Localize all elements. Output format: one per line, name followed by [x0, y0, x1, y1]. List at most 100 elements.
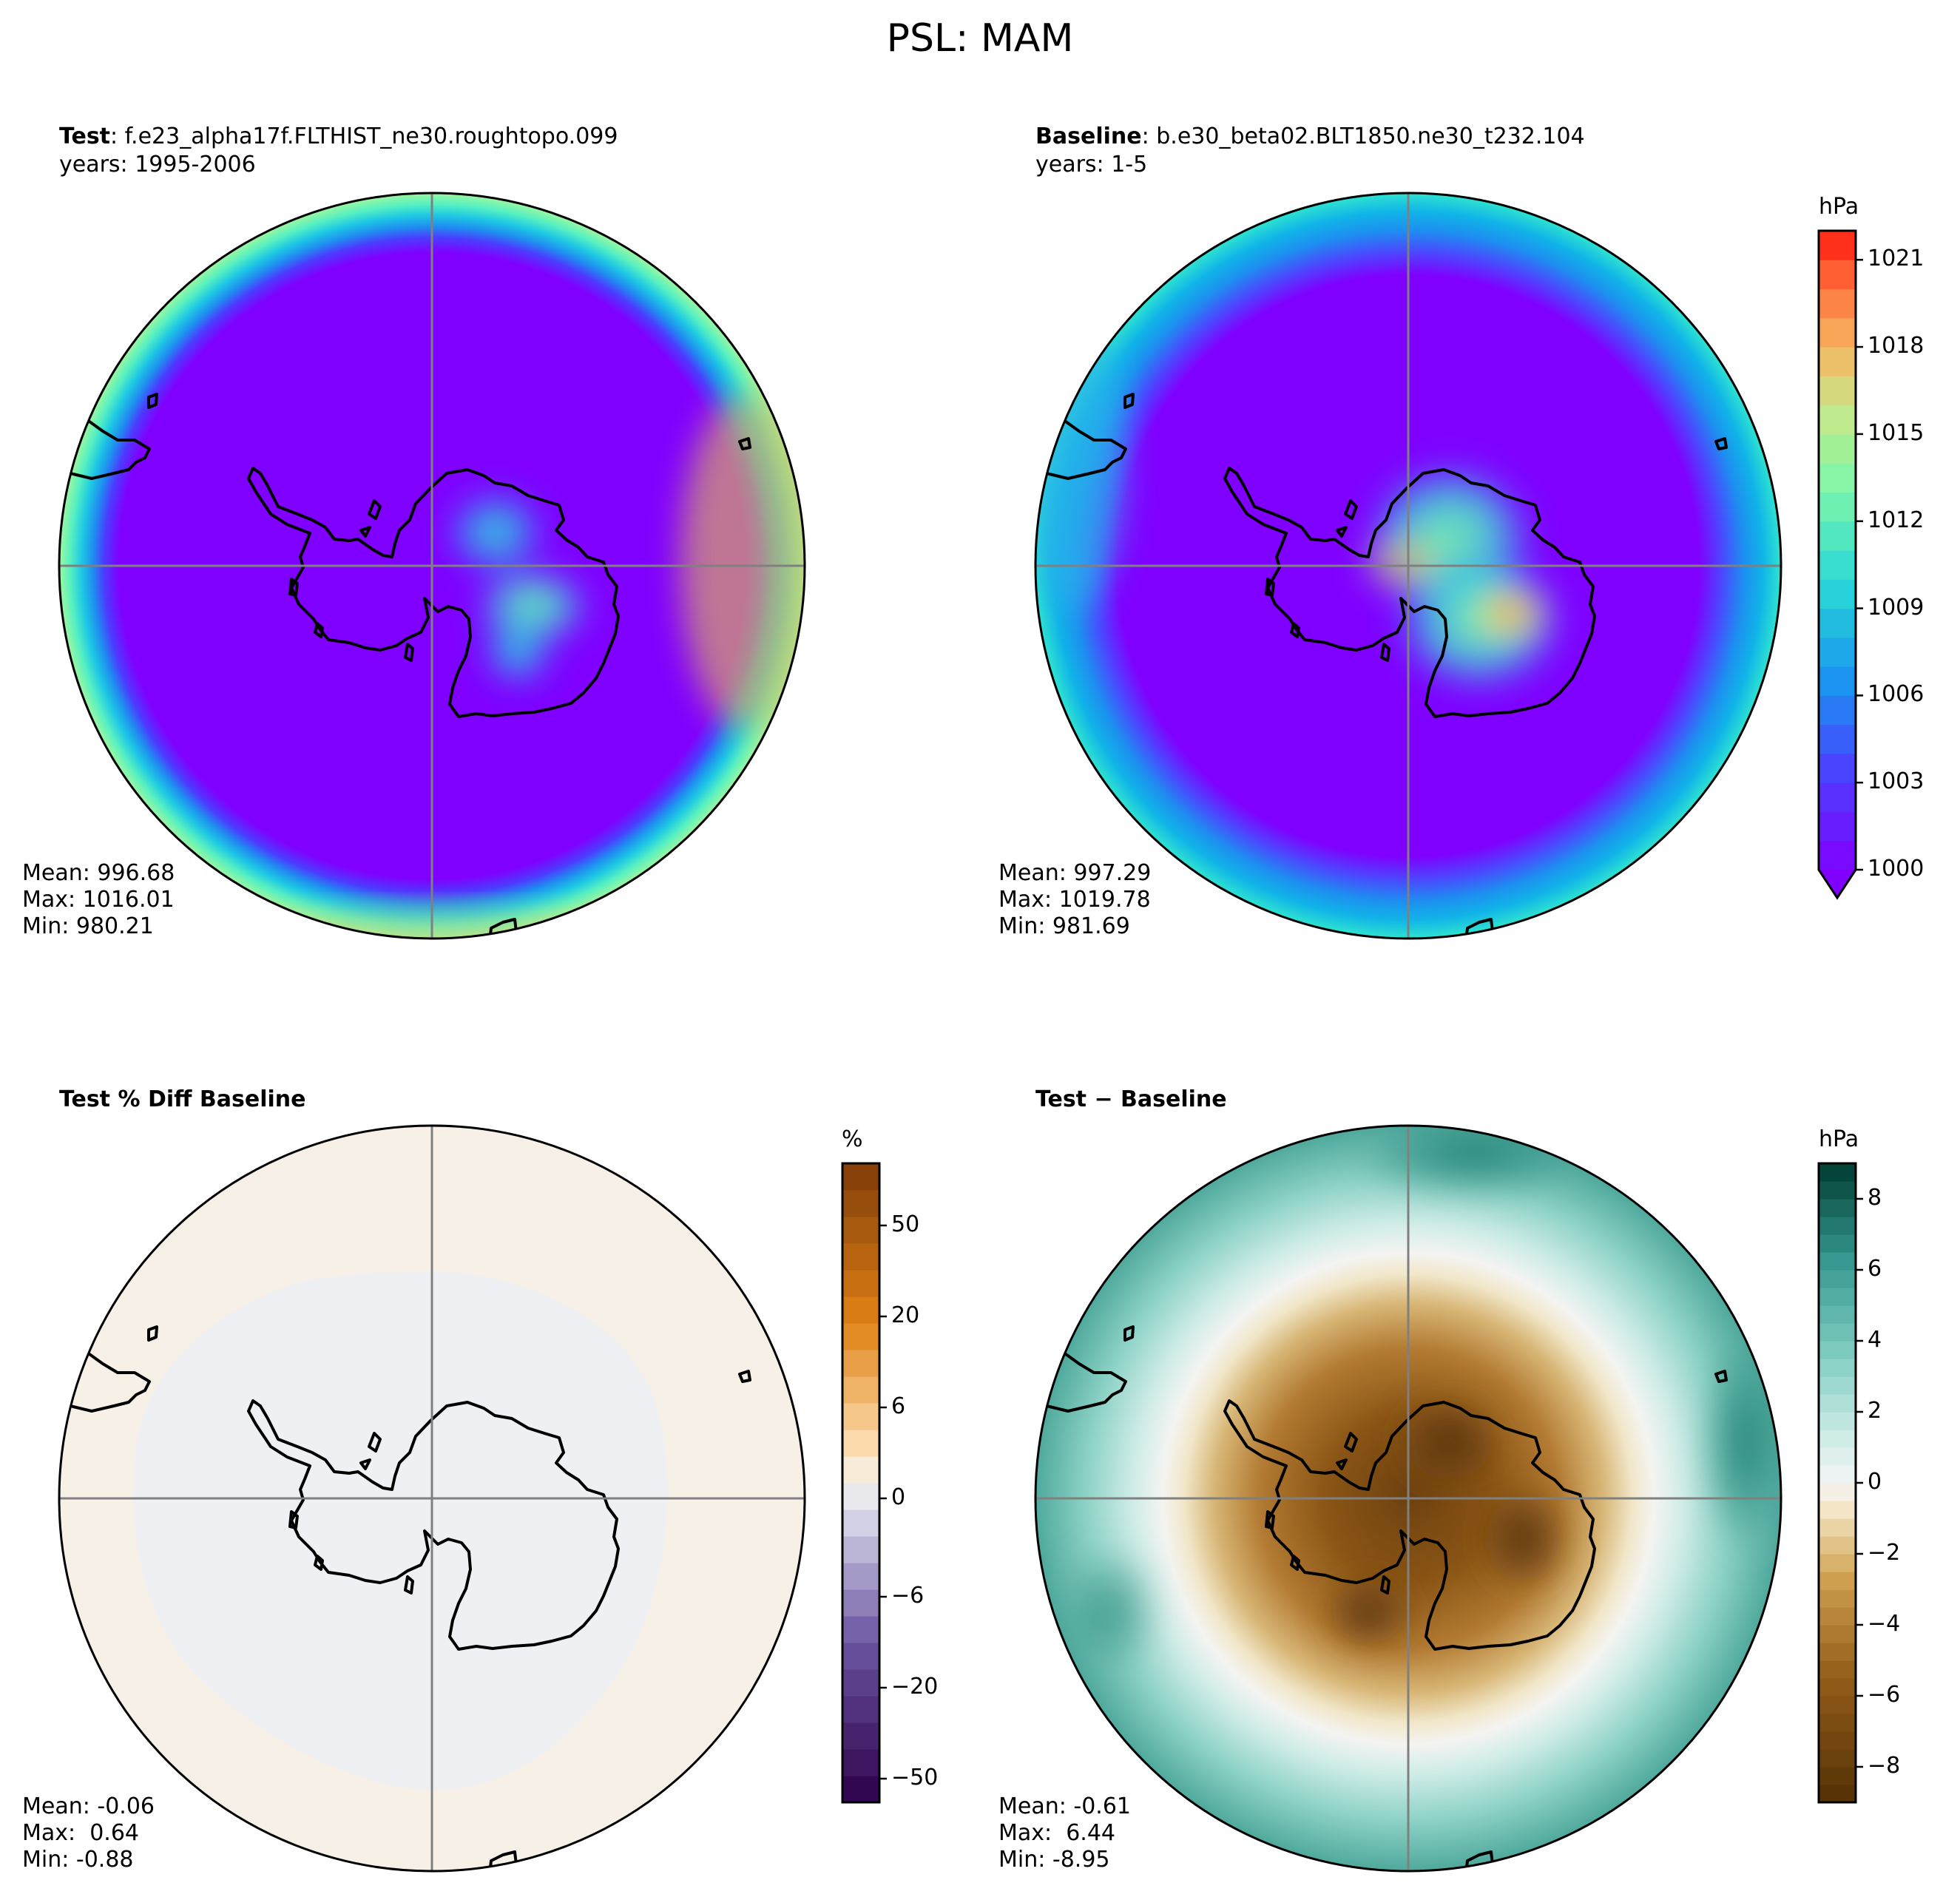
colorbar-bin	[1819, 1643, 1856, 1661]
stats-diff: Mean: -0.61 Max: 6.44 Min: -8.95	[998, 1793, 1131, 1873]
colorbar-bin	[1819, 753, 1856, 783]
map-boundary	[58, 1124, 806, 1873]
colorbar-bin	[1819, 1359, 1856, 1377]
colorbar-bin	[1819, 1181, 1856, 1200]
colorbar-diff-unit: hPa	[1819, 1126, 1859, 1152]
colorbar-tick-label: −6	[1868, 1682, 1901, 1708]
diff-positive-west	[1058, 1546, 1161, 1679]
colorbar-bin	[1819, 637, 1856, 667]
colorbar-tick-label: 1015	[1868, 419, 1924, 446]
panel-baseline	[1034, 192, 1782, 940]
colorbar-bin	[842, 1749, 879, 1776]
colorbar-bin	[1819, 1607, 1856, 1626]
colorbar-tick-label: −8	[1868, 1753, 1901, 1779]
colorbar-bin	[1819, 1217, 1856, 1235]
colorbar-tick-label: −2	[1868, 1540, 1901, 1566]
colorbar-tick-label: 1012	[1868, 507, 1924, 533]
panel-title-test: Test: f.e23_alpha17f.FLTHIST_ne30.rought…	[59, 123, 618, 179]
colorbar-bin	[842, 1722, 879, 1750]
stat-mean: Mean: -0.06	[22, 1793, 155, 1819]
colorbar-tick-label: −50	[891, 1765, 939, 1791]
panel-title-case: : b.e30_beta02.BLT1850.ne30_t232.104	[1141, 124, 1585, 149]
colorbar-bin	[1819, 811, 1856, 842]
colorbar-bin	[842, 1270, 879, 1297]
diff-positive-north	[1346, 1126, 1598, 1198]
colorbar-bin	[842, 1243, 879, 1271]
stat-min: Min: 981.69	[998, 913, 1130, 939]
colorbar-bin	[842, 1430, 879, 1457]
colorbar-bin	[1819, 550, 1856, 580]
colorbar-bin	[1819, 1678, 1856, 1697]
colorbar-bin	[842, 1323, 879, 1350]
diff-negative-core-2	[1479, 1487, 1568, 1590]
colorbar-bin	[1819, 1199, 1856, 1217]
colorbar-bin	[1819, 579, 1856, 609]
colorbar-bin	[842, 1376, 879, 1404]
colorbar-diff	[1817, 1162, 1863, 1804]
colorbar-tick-label: 50	[891, 1211, 920, 1237]
colorbar-tick-label: 6	[1868, 1256, 1882, 1282]
colorbar-bin	[1819, 1394, 1856, 1413]
colorbar-bin	[1819, 1536, 1856, 1555]
map-boundary	[1034, 1124, 1782, 1873]
stat-max: Max: 0.64	[22, 1820, 139, 1846]
colorbar-bin	[1819, 288, 1856, 319]
test-warm-edge	[680, 392, 805, 732]
colorbar-bin	[1819, 1589, 1856, 1608]
colorbar-bin	[1819, 231, 1856, 260]
colorbar-psl-unit: hPa	[1819, 194, 1859, 220]
stat-min: Min: 980.21	[22, 913, 154, 939]
colorbar-outline	[841, 1162, 881, 1804]
stat-max: Max: 6.44	[998, 1820, 1115, 1846]
colorbar-bin	[842, 1403, 879, 1430]
colorbar-tick-label: 6	[891, 1393, 906, 1419]
colorbar-bin	[1819, 1305, 1856, 1324]
panel-subtitle: years: 1-5	[1035, 152, 1148, 177]
colorbar-bin	[1819, 1660, 1856, 1679]
colorbar-bin	[1819, 695, 1856, 726]
colorbar-pct	[841, 1162, 887, 1804]
stat-max: Max: 1019.78	[998, 887, 1151, 913]
colorbar-bin	[1819, 1163, 1856, 1182]
colorbar-bin	[1819, 1501, 1856, 1519]
colorbar-bin	[1819, 1518, 1856, 1537]
stat-mean: Mean: -0.61	[998, 1793, 1132, 1819]
panel-diff	[1034, 1124, 1782, 1873]
colorbar-bin	[1819, 1412, 1856, 1430]
colorbar-bin	[1819, 1252, 1856, 1271]
colorbar-bin	[1819, 1270, 1856, 1288]
panel-title-bold: Baseline	[1035, 124, 1142, 149]
colorbar-extend-min	[1819, 870, 1856, 898]
colorbar-bin	[1819, 666, 1856, 696]
colorbar-bin	[1819, 492, 1856, 522]
colorbar-bin	[842, 1589, 879, 1617]
colorbar-bin	[842, 1190, 879, 1217]
panel-title-pctdiff: Test % Diff Baseline	[59, 1086, 306, 1114]
colorbar-bin	[842, 1296, 879, 1324]
colorbar-bin	[1819, 1731, 1856, 1750]
pctdiff-negative-region	[133, 1272, 668, 1790]
colorbar-tick-label: 1018	[1868, 333, 1924, 359]
colorbar-tick-label: −6	[891, 1583, 925, 1609]
colorbar-tick-label: 1006	[1868, 681, 1924, 708]
colorbar-bin	[842, 1563, 879, 1590]
panel-pct-diff	[58, 1124, 806, 1873]
colorbar-bin	[842, 1696, 879, 1723]
stat-max: Max: 1016.01	[22, 887, 175, 913]
stat-min: Min: -8.95	[998, 1847, 1110, 1873]
colorbar-bin	[1819, 1767, 1856, 1785]
baseline-high-core	[1468, 584, 1550, 643]
colorbar-tick-label: 4	[1868, 1327, 1882, 1353]
colorbar-bin	[842, 1536, 879, 1563]
stats-baseline: Mean: 997.29 Max: 1019.78 Min: 981.69	[998, 860, 1151, 940]
colorbar-bin	[1819, 782, 1856, 813]
panel-test	[58, 192, 806, 940]
colorbar-bin	[1819, 1376, 1856, 1395]
colorbar-bin	[842, 1776, 879, 1803]
stat-min: Min: -0.88	[22, 1847, 134, 1873]
colorbar-bin	[1819, 317, 1856, 348]
colorbar-tick-label: −20	[891, 1674, 939, 1700]
test-high-blob-3	[481, 614, 555, 688]
colorbar-bin	[1819, 347, 1856, 376]
